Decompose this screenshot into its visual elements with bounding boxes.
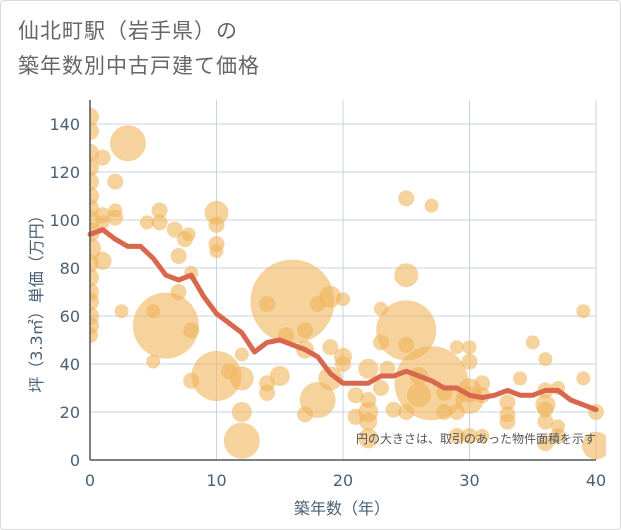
bubble [537,435,554,452]
bubble [90,122,99,141]
bubble [146,354,161,369]
bubble [335,356,351,372]
bubble [538,352,553,367]
bubble [93,251,112,270]
bubble [223,422,260,459]
axes: 0 20 40 60 80 100 120 140 0 10 20 30 40 [49,100,606,490]
bubble [231,402,252,422]
x-tick-label: 0 [85,471,95,490]
bubble [234,347,249,362]
bubble [461,428,478,444]
bubble [499,394,516,411]
y-tick-label: 100 [49,211,80,230]
bubble [576,304,591,319]
bubble [550,428,567,444]
x-tick-label: 30 [459,471,479,490]
y-tick-label: 60 [60,307,80,326]
x-axis-label: 築年数（年） [294,499,390,518]
x-tick-label: 10 [206,471,226,490]
bubble [379,360,396,377]
bubble [525,335,540,350]
bubble [449,340,464,355]
x-tick-label: 40 [586,471,606,490]
trend-line [87,227,599,413]
bubble [336,292,350,307]
x-tick-label: 20 [333,471,353,490]
bubbles-layer [90,107,606,460]
bubble [322,339,339,356]
bubble [95,215,110,230]
bubble [372,380,389,396]
bubble [181,227,196,242]
y-tick-label: 0 [70,451,80,470]
bubble [170,284,187,300]
bubble [204,200,229,225]
bubble [319,285,342,308]
bubble [107,209,124,226]
bubble [229,366,254,391]
bubble [448,428,465,444]
bubble [170,248,187,264]
bubble [151,202,168,219]
chart-title: 仙北町駅（岩手県）の 築年数別中古戸建て価格 [18,14,260,84]
bubble [107,173,124,190]
size-annotation: 円の大きさは、取引のあった物件面積を示す [356,431,596,446]
bubble [90,107,99,126]
bubble [208,216,225,233]
bubble [132,292,199,359]
y-tick-label: 80 [60,259,80,278]
bubble [398,190,415,207]
bubble [90,268,99,287]
bubble [582,431,606,460]
bubble [297,322,314,339]
y-tick-label: 20 [60,403,80,422]
bubble [269,366,290,386]
bubble [318,366,343,391]
bubble [424,198,439,213]
chart-title-line2: 築年数別中古戸建て価格 [18,54,260,78]
y-tick-label: 40 [60,355,80,374]
chart-title-line1: 仙北町駅（岩手県）の [18,19,238,43]
bubble [299,382,336,418]
bubble [436,404,453,420]
bubble [499,413,516,430]
bubble [166,221,183,238]
bubble [109,125,146,162]
bubble [462,340,477,355]
bubble [537,401,554,418]
bubble [209,244,224,259]
y-axis-label: 坪（3.3㎡）単価（万円） [27,207,46,392]
bubble [90,292,99,311]
gridlines [89,100,597,461]
bubble [347,387,364,404]
bubble [398,336,415,353]
bubble [513,371,528,386]
bubble [394,263,419,288]
bubble [475,429,490,443]
bubble [376,300,437,361]
bubble [576,371,591,386]
bubble [474,375,491,392]
bubble [461,353,478,370]
bubble [259,384,276,401]
bubble [358,428,379,449]
bubble [90,327,98,344]
bubble [358,358,379,379]
bubble [94,149,111,166]
y-tick-label: 120 [49,163,80,182]
bubble [151,214,168,231]
bubble [183,322,200,339]
bubble [139,215,154,230]
bubble [114,304,129,319]
bubble [359,412,378,431]
bubble [250,259,335,344]
bubble [537,413,554,430]
y-tick-label: 140 [49,115,80,134]
bubble [385,401,402,418]
bubble [90,172,99,191]
